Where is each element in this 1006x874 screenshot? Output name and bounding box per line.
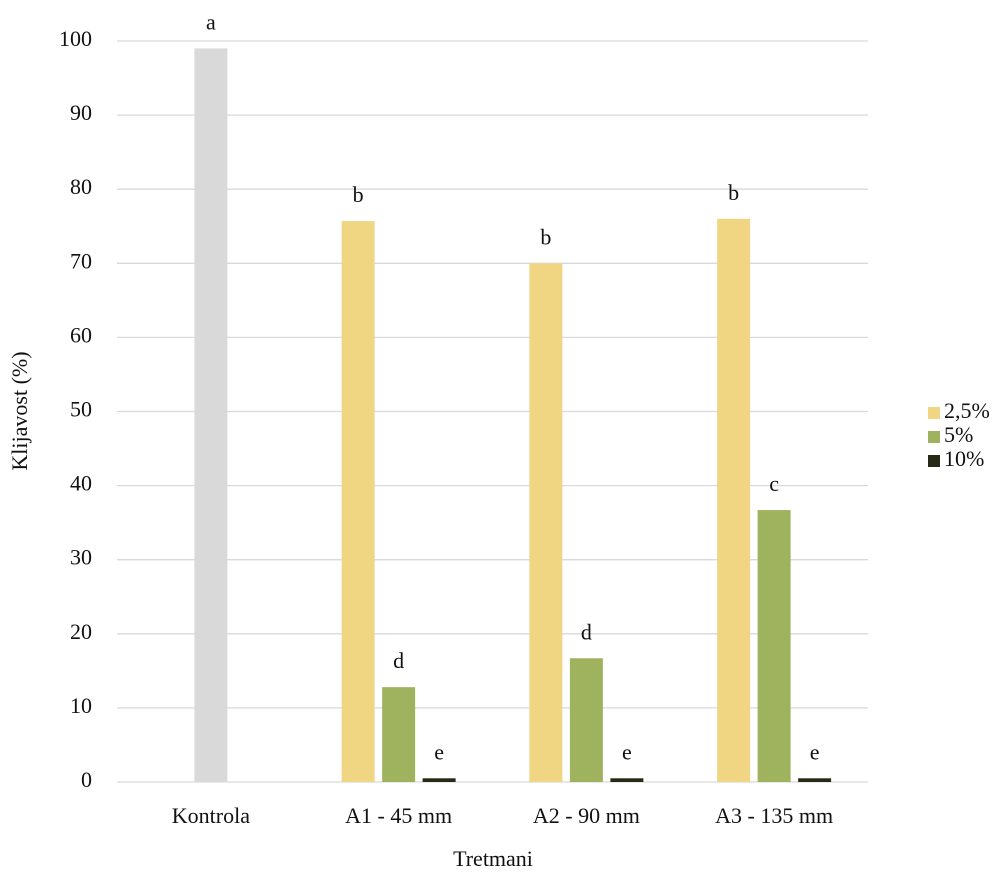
bar [194,48,228,783]
bar-letter: c [769,471,779,496]
legend-label: 2,5% [944,398,990,423]
bar [569,658,603,782]
bar [341,221,375,783]
y-tick-label: 50 [70,397,92,422]
y-tick-label: 60 [70,322,92,347]
bar [717,218,751,783]
bar [610,778,644,782]
legend-swatch [928,407,940,419]
bar-letter: e [622,739,632,764]
bar-letter: d [581,619,592,644]
bar-letter: e [434,739,444,764]
y-tick-label: 40 [70,471,92,496]
y-tick-label: 20 [70,619,92,644]
x-tick-label: A1 - 45 mm [345,803,452,828]
x-tick-label: A3 - 135 mm [715,803,833,828]
y-tick-label: 90 [70,100,92,125]
y-tick-label: 70 [70,248,92,273]
bar [757,510,791,782]
bar-letter: b [353,182,364,207]
bar-letter: d [393,648,404,673]
bar [422,778,456,782]
bar-letter: a [206,9,216,34]
bar [382,687,416,782]
bar-letter: b [728,180,739,205]
legend-label: 5% [944,422,973,447]
legend-swatch [928,431,940,443]
x-tick-label: A2 - 90 mm [533,803,640,828]
y-tick-label: 0 [81,767,92,792]
bar [529,263,563,782]
bar-letter: e [810,739,820,764]
y-tick-label: 100 [59,26,92,51]
bar [798,778,832,782]
legend-swatch [928,455,940,467]
y-tick-label: 10 [70,693,92,718]
legend-label: 10% [944,446,984,471]
x-tick-label: Kontrola [172,803,250,828]
y-tick-label: 80 [70,174,92,199]
y-axis-title: Klijavost (%) [7,351,32,470]
y-tick-label: 30 [70,545,92,570]
bar-letter: b [540,224,551,249]
x-axis-title: Tretmani [453,846,533,871]
